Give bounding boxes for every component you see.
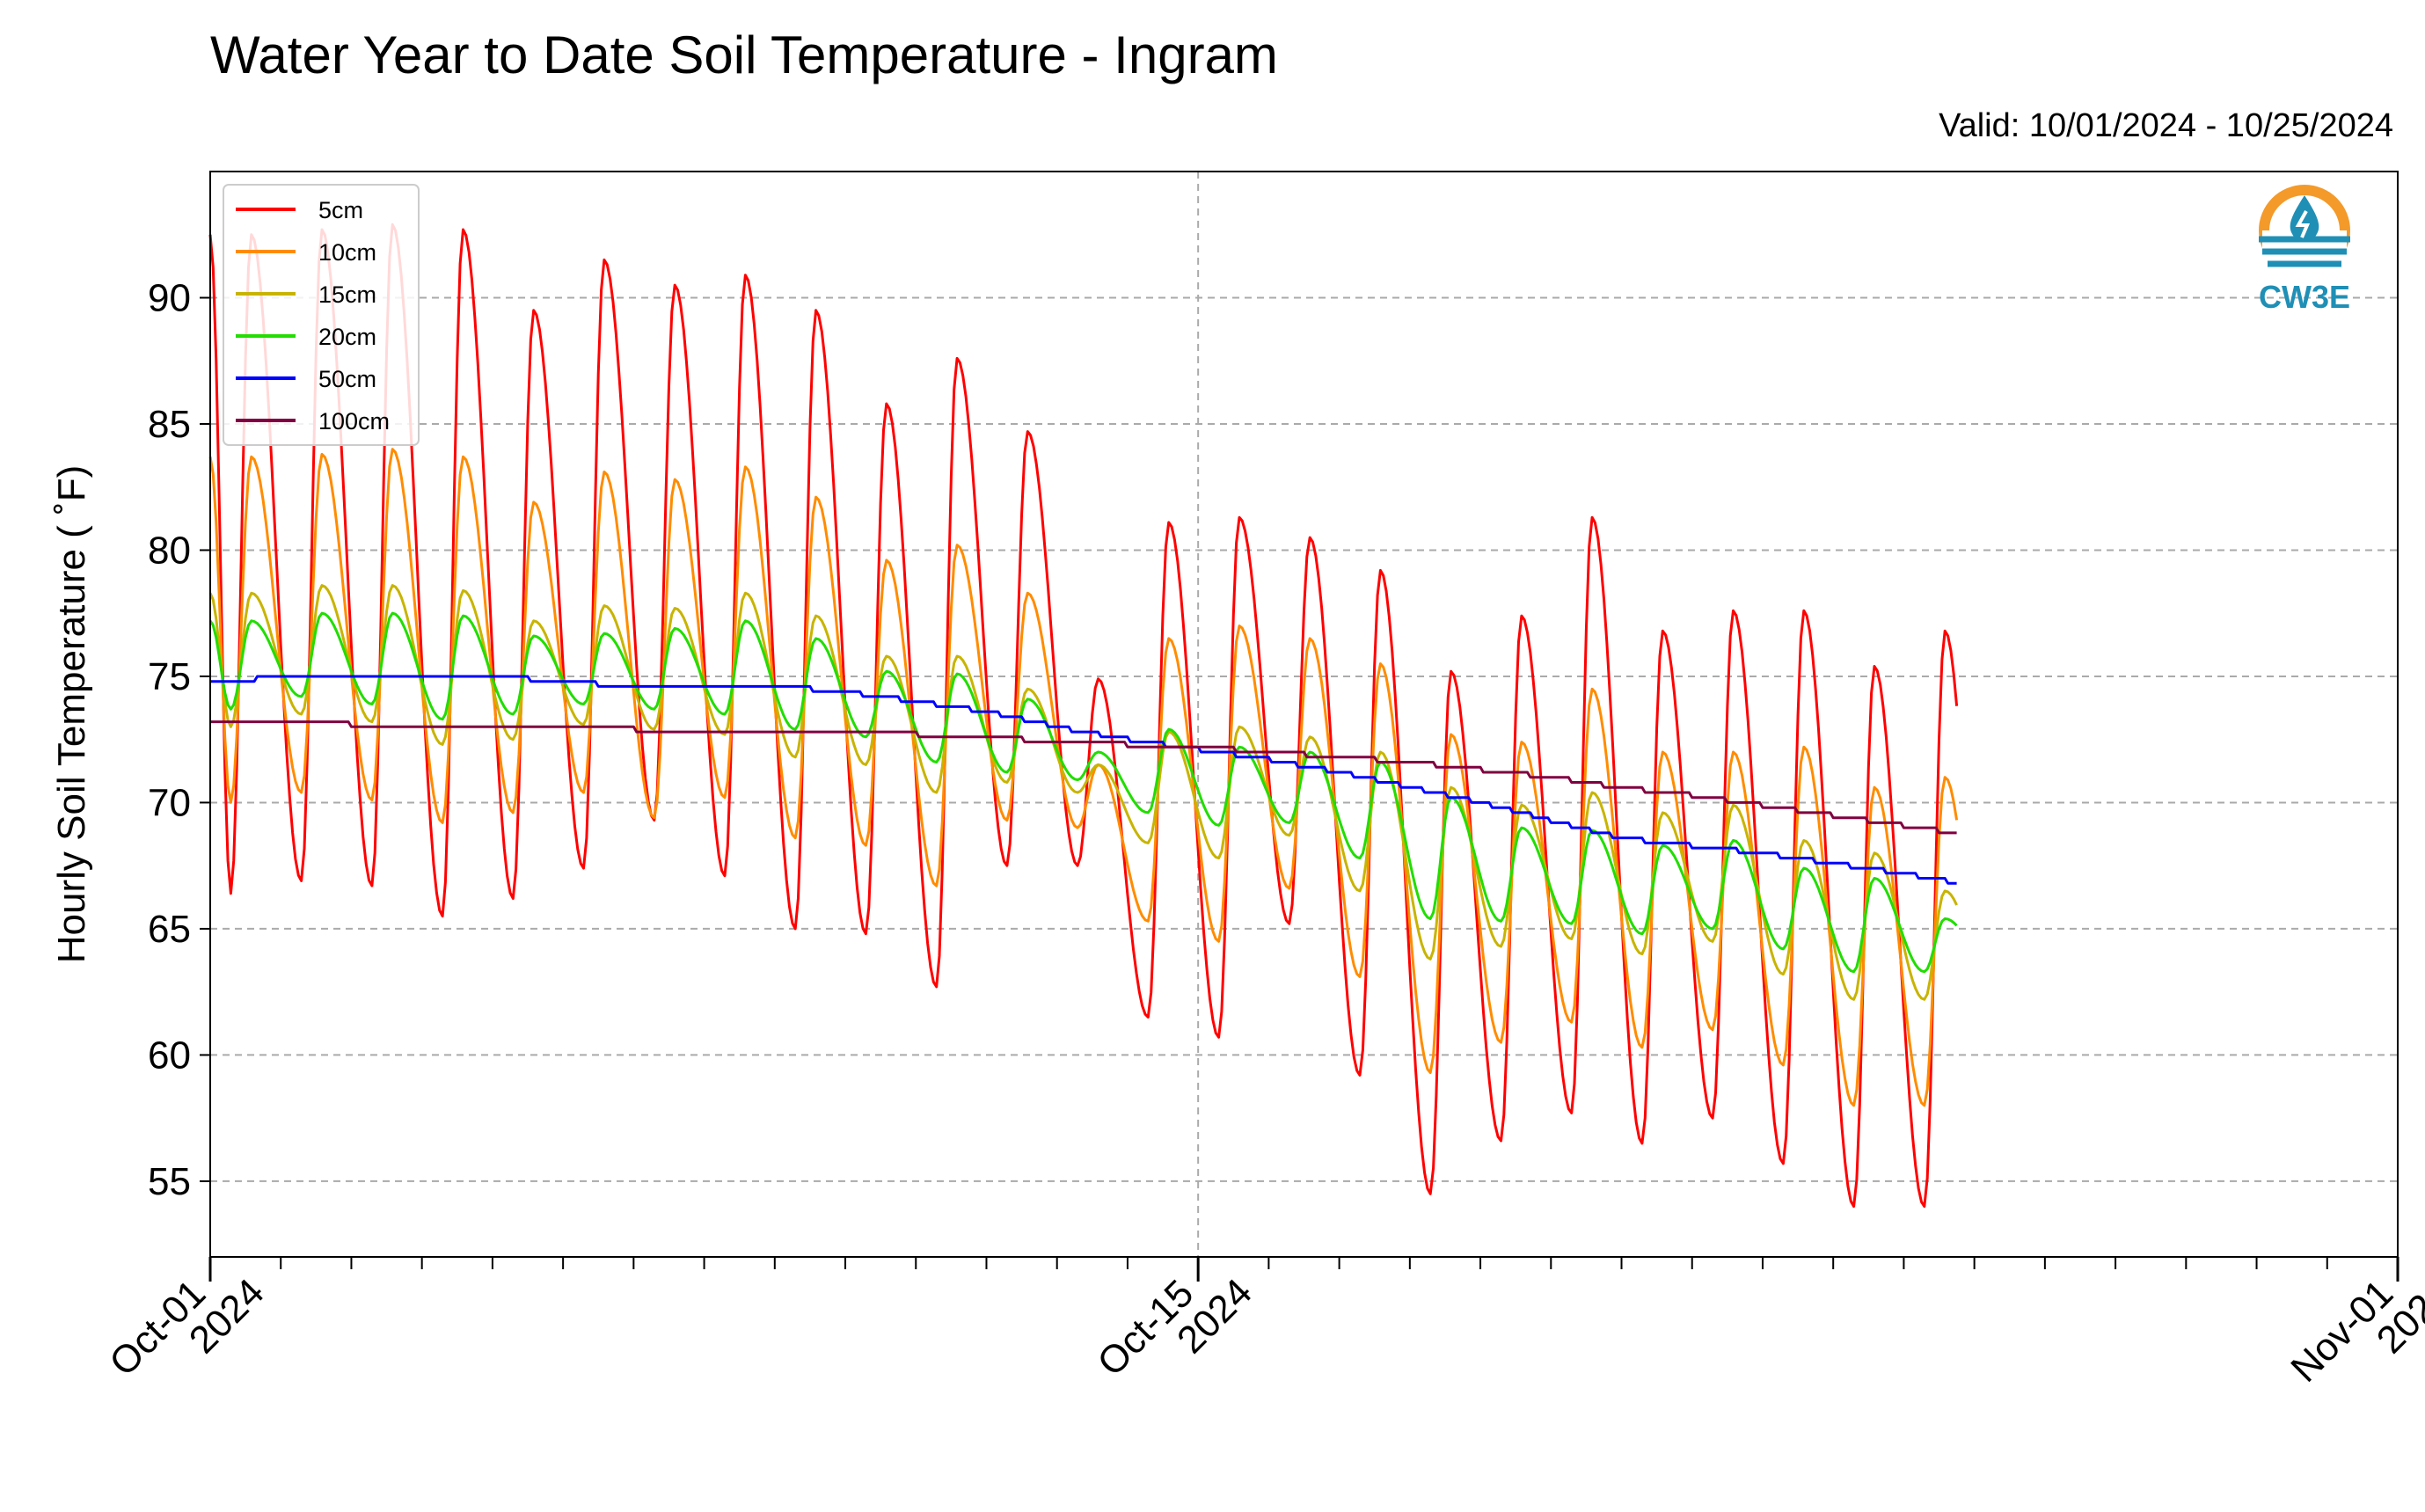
legend-entries: 5cm 10cm 15cm 20cm 50cm 100cm (236, 197, 390, 435)
logo-text: CW3E (2259, 279, 2350, 315)
legend-label-50cm: 50cm (318, 366, 376, 392)
legend-label-20cm: 20cm (318, 324, 376, 350)
plot-frame (209, 171, 2399, 1258)
series-line-50cm (210, 675, 1957, 885)
cw3e-logo: CW3E (2259, 185, 2350, 315)
legend-label-100cm: 100cm (318, 408, 390, 435)
y-tick-label: 90 (148, 276, 191, 319)
y-axis-label: Hourly Soil Temperature ( ˚F) (50, 465, 93, 963)
y-tick-label: 85 (148, 403, 191, 446)
valid-date-range: Valid: 10/01/2024 - 10/25/2024 (1939, 107, 2393, 144)
series-line-15cm (208, 584, 1958, 1001)
series-line-5cm (208, 223, 1959, 1209)
y-tick-label: 80 (148, 529, 191, 572)
legend: 5cm 10cm 15cm 20cm 50cm 100cm (223, 184, 420, 446)
legend-label-10cm: 10cm (318, 239, 376, 266)
chart-title: Water Year to Date Soil Temperature - In… (210, 26, 1278, 84)
series-line-20cm (208, 611, 1958, 974)
series-line-10cm (208, 448, 1959, 1107)
logo-drop-icon (2290, 195, 2319, 242)
series-lines (208, 223, 1959, 1209)
logo-drop-symbol-icon (2295, 210, 2311, 238)
grid-lines (209, 172, 2399, 1257)
legend-label-5cm: 5cm (318, 197, 363, 223)
y-tick-label: 75 (148, 655, 191, 698)
y-tick-label: 55 (148, 1160, 191, 1203)
y-tick-label: 70 (148, 781, 191, 824)
legend-box (223, 184, 420, 446)
legend-label-15cm: 15cm (318, 281, 376, 308)
y-tick-label: 60 (148, 1034, 191, 1077)
series-line-100cm (210, 720, 1957, 835)
y-tick-label: 65 (148, 908, 191, 951)
